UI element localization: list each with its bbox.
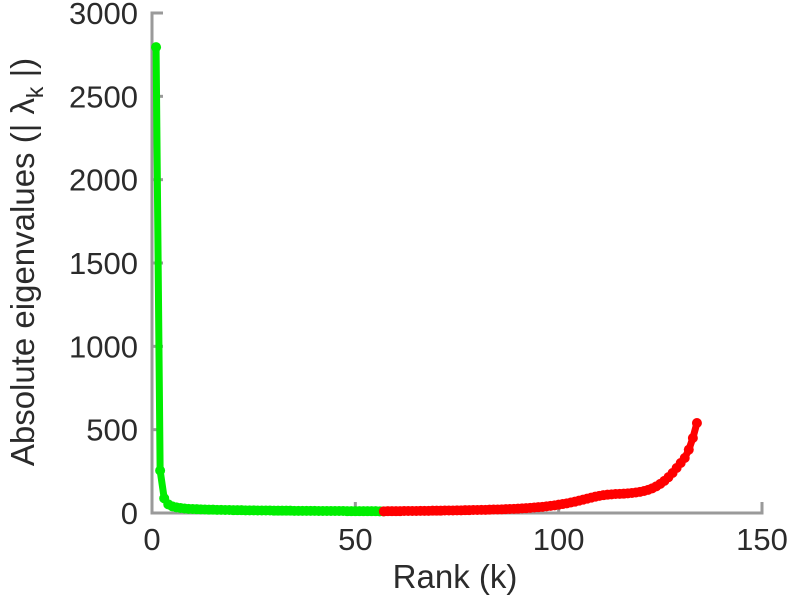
x-tick-label: 100 xyxy=(533,522,585,557)
data-point xyxy=(683,444,694,455)
series-low-rank-eigenvalues xyxy=(151,42,389,517)
x-axis-tick-labels: 0 50 100 150 xyxy=(143,522,787,557)
x-tick-label: 150 xyxy=(736,522,788,557)
y-axis-title: Absolute eigenvalues (| λk |) xyxy=(4,58,48,466)
y-tick-label: 2000 xyxy=(69,163,138,198)
x-axis-title-group: Rank (k) xyxy=(393,558,518,595)
data-point xyxy=(155,465,166,476)
y-tick-label: 1500 xyxy=(69,246,138,281)
y-tick-label: 3000 xyxy=(69,0,138,31)
y-tick-label: 1000 xyxy=(69,329,138,364)
x-tick-label: 50 xyxy=(338,522,372,557)
data-point xyxy=(679,453,690,463)
y-axis-title-group: Absolute eigenvalues (| λk |) xyxy=(4,58,48,466)
y-tick-label: 500 xyxy=(86,413,138,448)
axes-group xyxy=(150,11,764,515)
data-point xyxy=(151,42,162,53)
x-axis-title: Rank (k) xyxy=(393,558,518,595)
series-line xyxy=(380,419,701,515)
data-series-group xyxy=(151,42,702,517)
data-point xyxy=(691,418,702,428)
data-point xyxy=(687,433,698,443)
y-axis-title-tail: |) xyxy=(4,58,41,87)
y-axis-title-subscript: k xyxy=(22,86,48,98)
x-tick-label: 0 xyxy=(143,522,160,557)
y-axis-title-main: Absolute eigenvalues (| λ xyxy=(4,98,41,467)
y-tick-label: 0 xyxy=(121,496,138,531)
y-axis-tick-labels: 0 500 1000 1500 2000 2500 3000 xyxy=(69,0,138,531)
series-remaining-eigenvalues xyxy=(378,418,702,517)
y-tick-label: 2500 xyxy=(69,79,138,114)
series-line xyxy=(152,43,388,515)
